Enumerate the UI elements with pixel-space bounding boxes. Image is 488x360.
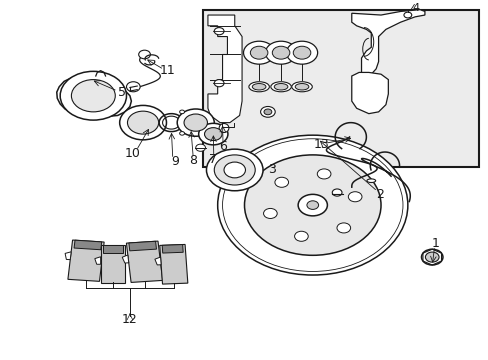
Text: 7: 7 <box>209 153 217 166</box>
Ellipse shape <box>219 123 228 132</box>
Polygon shape <box>63 80 118 111</box>
Circle shape <box>179 110 184 114</box>
Ellipse shape <box>366 179 375 183</box>
Circle shape <box>243 41 274 64</box>
Text: 13: 13 <box>313 138 329 151</box>
Circle shape <box>206 149 263 191</box>
Circle shape <box>127 111 158 134</box>
Text: 12: 12 <box>122 313 138 327</box>
Circle shape <box>421 249 442 265</box>
Polygon shape <box>160 244 187 284</box>
Circle shape <box>298 194 327 216</box>
Circle shape <box>71 80 115 112</box>
Polygon shape <box>122 255 128 263</box>
Text: 1: 1 <box>431 237 439 250</box>
Circle shape <box>250 46 267 59</box>
Bar <box>203 10 478 167</box>
Text: 8: 8 <box>188 154 196 167</box>
Circle shape <box>214 28 224 35</box>
Circle shape <box>306 201 318 210</box>
Ellipse shape <box>270 82 291 92</box>
Ellipse shape <box>295 84 308 90</box>
Polygon shape <box>155 257 161 265</box>
Polygon shape <box>351 10 424 76</box>
Circle shape <box>195 144 205 151</box>
Circle shape <box>347 192 361 202</box>
Polygon shape <box>162 244 183 253</box>
Polygon shape <box>68 240 104 282</box>
Polygon shape <box>126 241 163 283</box>
Polygon shape <box>57 76 131 116</box>
Text: 3: 3 <box>268 163 276 176</box>
Circle shape <box>286 41 317 64</box>
Text: 10: 10 <box>124 147 140 159</box>
Circle shape <box>425 252 438 262</box>
Ellipse shape <box>248 82 269 92</box>
Text: 9: 9 <box>170 155 178 168</box>
Circle shape <box>214 80 224 87</box>
Circle shape <box>120 105 166 140</box>
Circle shape <box>403 12 411 18</box>
Polygon shape <box>103 246 122 253</box>
Circle shape <box>204 128 222 140</box>
Circle shape <box>177 109 214 136</box>
Circle shape <box>272 46 289 59</box>
Polygon shape <box>74 240 102 250</box>
Circle shape <box>139 50 150 59</box>
Text: 5: 5 <box>118 86 125 99</box>
Circle shape <box>293 46 310 59</box>
Circle shape <box>60 71 126 120</box>
Circle shape <box>331 189 341 196</box>
Polygon shape <box>65 252 71 260</box>
Circle shape <box>336 223 350 233</box>
Circle shape <box>126 82 140 92</box>
Circle shape <box>198 123 227 145</box>
Circle shape <box>265 41 296 64</box>
Ellipse shape <box>252 84 265 90</box>
Polygon shape <box>207 15 242 123</box>
Polygon shape <box>128 241 156 251</box>
Circle shape <box>217 135 407 275</box>
Circle shape <box>274 177 288 187</box>
Circle shape <box>260 107 275 117</box>
Circle shape <box>179 132 184 135</box>
Circle shape <box>214 155 255 185</box>
Circle shape <box>263 208 277 219</box>
Ellipse shape <box>291 82 312 92</box>
Polygon shape <box>101 246 125 283</box>
Circle shape <box>294 231 307 241</box>
Text: 4: 4 <box>412 3 419 13</box>
Text: 11: 11 <box>159 64 175 77</box>
Circle shape <box>317 169 330 179</box>
Text: 6: 6 <box>219 140 226 153</box>
Polygon shape <box>95 257 101 264</box>
Circle shape <box>183 114 207 131</box>
Circle shape <box>244 155 380 255</box>
Circle shape <box>224 162 245 178</box>
Polygon shape <box>351 72 387 114</box>
Circle shape <box>264 109 271 115</box>
Ellipse shape <box>274 84 287 90</box>
Text: 2: 2 <box>375 188 383 201</box>
